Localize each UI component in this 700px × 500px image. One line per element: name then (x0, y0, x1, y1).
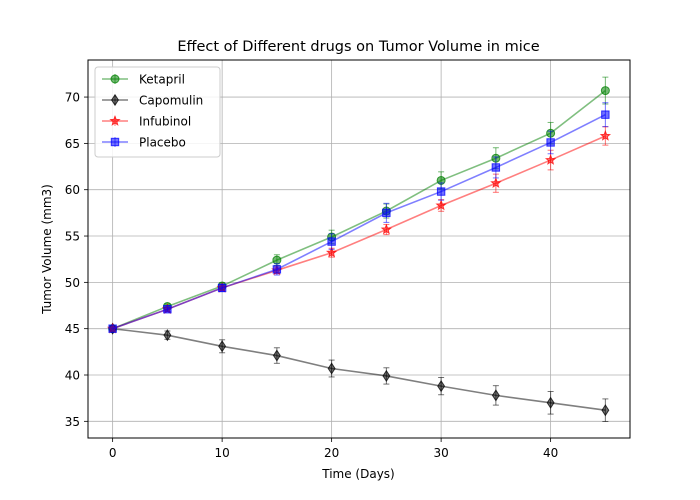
y-tick-label: 60 (65, 183, 80, 197)
legend-label: Placebo (139, 136, 186, 150)
legend-item-infubinol: Infubinol (102, 115, 191, 129)
series-placebo (108, 102, 610, 333)
series-capomulin (108, 322, 610, 423)
y-tick-label: 45 (65, 322, 80, 336)
data-point (327, 362, 336, 375)
y-tick-label: 55 (65, 230, 80, 244)
data-point (380, 223, 393, 235)
data-point (436, 187, 446, 196)
data-point (382, 208, 391, 218)
legend-item-placebo: Placebo (102, 136, 186, 150)
y-tick-label: 50 (65, 276, 80, 290)
y-tick-label: 65 (65, 137, 80, 151)
data-point (546, 396, 555, 409)
series-line (112, 327, 606, 412)
data-point (600, 86, 610, 96)
data-point (490, 177, 502, 189)
data-point (272, 265, 282, 274)
data-point (163, 305, 172, 314)
data-point (272, 349, 281, 362)
legend-marker (110, 137, 120, 147)
data-point (272, 255, 282, 265)
y-axis-label: Tumor Volume (mm3) (40, 184, 54, 315)
data-point (491, 163, 501, 172)
x-tick-label: 30 (433, 446, 448, 460)
data-point (382, 369, 391, 383)
data-point (435, 199, 447, 211)
legend-marker (110, 74, 120, 84)
data-point (599, 130, 612, 141)
x-axis-label: Time (Days) (321, 467, 395, 481)
y-tick-label: 40 (65, 369, 80, 383)
x-tick-label: 10 (214, 446, 229, 460)
data-point (108, 324, 117, 333)
legend-box (94, 66, 221, 158)
y-tick-label: 35 (65, 415, 80, 429)
x-tick-label: 0 (109, 446, 117, 460)
plot-frame (87, 59, 631, 439)
y-axis: 35 40 45 50 55 60 65 70 (65, 91, 88, 429)
legend-label: Capomulin (139, 94, 203, 108)
legend-marker (109, 115, 121, 126)
data-point (601, 110, 610, 119)
data-point (217, 283, 227, 293)
legend-marker (111, 93, 119, 107)
legend-label: Infubinol (139, 115, 191, 129)
x-axis: 0 10 20 30 40 (109, 438, 558, 460)
data-point (491, 389, 500, 402)
data-point (544, 154, 557, 165)
series-layer (106, 76, 612, 423)
data-point (601, 404, 610, 417)
data-point (163, 329, 172, 342)
legend: Ketapril Capomulin Infubinol Placebo (94, 66, 221, 158)
legend-item-ketapril: Ketapril (102, 73, 185, 87)
data-point (437, 380, 446, 393)
series-line (112, 89, 606, 330)
y-tick-label: 70 (65, 91, 80, 105)
data-point (218, 340, 227, 353)
legend-label: Ketapril (139, 73, 185, 87)
series-line (112, 113, 606, 330)
data-point (325, 246, 338, 258)
data-point (546, 138, 555, 147)
data-point (327, 237, 336, 246)
chart-title: Effect of Different drugs on Tumor Volum… (177, 39, 539, 55)
x-tick-label: 20 (324, 446, 339, 460)
legend-item-capomulin: Capomulin (102, 94, 203, 108)
x-tick-label: 40 (543, 446, 558, 460)
